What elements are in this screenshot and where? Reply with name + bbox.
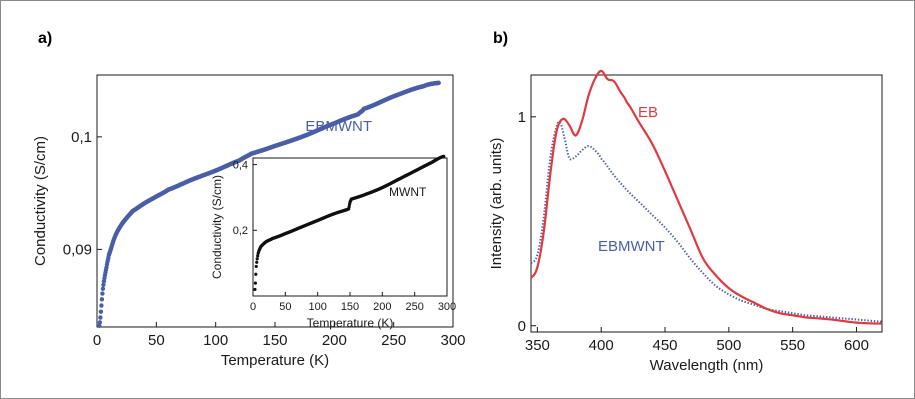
ebmwnt-data-point — [101, 279, 107, 284]
inset-x-tick-label: 50 — [279, 301, 291, 313]
mwnt-data-point — [253, 281, 257, 285]
panel-b-plot-frame — [530, 74, 883, 333]
ebmwnt-series-label-b: EBMWNT — [598, 238, 665, 255]
panel-b-x-tick-label: 400 — [589, 337, 614, 354]
panel-b-x-axis-label: Wavelength (nm) — [650, 357, 764, 374]
panel-b-x-tick-label: 350 — [525, 337, 550, 354]
inset-x-tick-label: 150 — [341, 301, 359, 313]
inset-x-tick-label: 100 — [308, 301, 326, 313]
mwnt-data-point — [442, 154, 446, 158]
panel-b-x-tick-label: 500 — [716, 337, 741, 354]
ebmwnt-data-point — [436, 80, 441, 86]
ebmwnt-data-point — [98, 309, 104, 314]
eb-series-line — [530, 69, 883, 325]
inset-x-tick-label: 250 — [405, 301, 423, 313]
panel-a-x-tick-label: 0 — [93, 332, 101, 349]
panel-a-inset-chart: 0 50 100 150 200 250 300 0,2 0,4 Temperature (K) C… — [210, 154, 456, 330]
mwnt-data-point — [254, 264, 258, 269]
ebmwnt-data-point — [101, 282, 106, 287]
eb-series-label: EB — [638, 104, 658, 121]
panel-b-label: b) — [493, 30, 508, 47]
inset-x-axis-label: Temperature (K) — [307, 316, 394, 330]
mwnt-series-label: MWNT — [389, 185, 427, 199]
ebmwnt-data-point — [97, 320, 103, 325]
inset-y-tick-label: 0,4 — [233, 159, 248, 171]
ebmwnt-data-point — [100, 291, 105, 296]
panel-b-x-tick-label: 550 — [780, 337, 805, 354]
ebmwnt-data-point — [99, 303, 104, 308]
panel-a-x-tick-label: 300 — [440, 332, 465, 349]
inset-x-tick-label: 300 — [438, 301, 456, 313]
panel-a-y-tick-label: 0,09 — [63, 242, 92, 259]
mwnt-data-point — [256, 254, 260, 258]
ebmwnt-series-line — [530, 120, 883, 323]
panel-a-x-tick-label: 50 — [148, 332, 165, 349]
inset-x-tick-label: 200 — [373, 301, 391, 313]
inset-y-tick-label: 0,2 — [233, 225, 248, 237]
panel-a-label: a) — [38, 30, 52, 47]
panel-b-y-tick-label: 1 — [518, 109, 526, 126]
inset-plot-background — [253, 158, 447, 296]
inset-x-tick-label: 0 — [250, 301, 256, 313]
panel-b-chart: 350 400 450 500 550 600 0 1 Wavelength (nm) Inten… — [488, 69, 883, 374]
panel-a-x-tick-label: 200 — [322, 332, 347, 349]
ebmwnt-data-point — [100, 286, 106, 291]
panel-a-y-tick-label: 0,1 — [71, 129, 92, 146]
ebmwnt-data-point — [97, 323, 102, 329]
panel-a-y-axis-label: Conductivity (S/cm) — [32, 136, 49, 266]
panel-b-x-tick-label: 600 — [844, 337, 869, 354]
ebmwnt-data-point — [98, 315, 103, 320]
panel-a-x-tick-label: 250 — [381, 332, 406, 349]
panel-b-y-axis-label: Intensity (arb. units) — [488, 138, 505, 270]
panel-a-chart: 0 50 100 150 200 250 300 0,09 0,1 Temperature (K)… — [32, 74, 466, 369]
mwnt-data-point — [254, 272, 258, 276]
inset-y-axis-label: Conductivity (S/cm) — [210, 175, 224, 279]
ebmwnt-data-point — [99, 297, 105, 302]
panel-a-x-axis-label: Temperature (K) — [221, 352, 329, 369]
ebmwnt-series-label: EBMWNT — [305, 118, 372, 135]
mwnt-data-point — [253, 287, 257, 292]
mwnt-data-point — [255, 257, 259, 261]
panel-a-x-tick-label: 150 — [262, 332, 287, 349]
panel-a-x-tick-label: 100 — [203, 332, 228, 349]
mwnt-data-point — [255, 260, 259, 264]
mwnt-data-point — [347, 205, 351, 209]
panel-b-x-tick-label: 450 — [653, 337, 678, 354]
panel-b-y-tick-label: 0 — [518, 318, 526, 335]
